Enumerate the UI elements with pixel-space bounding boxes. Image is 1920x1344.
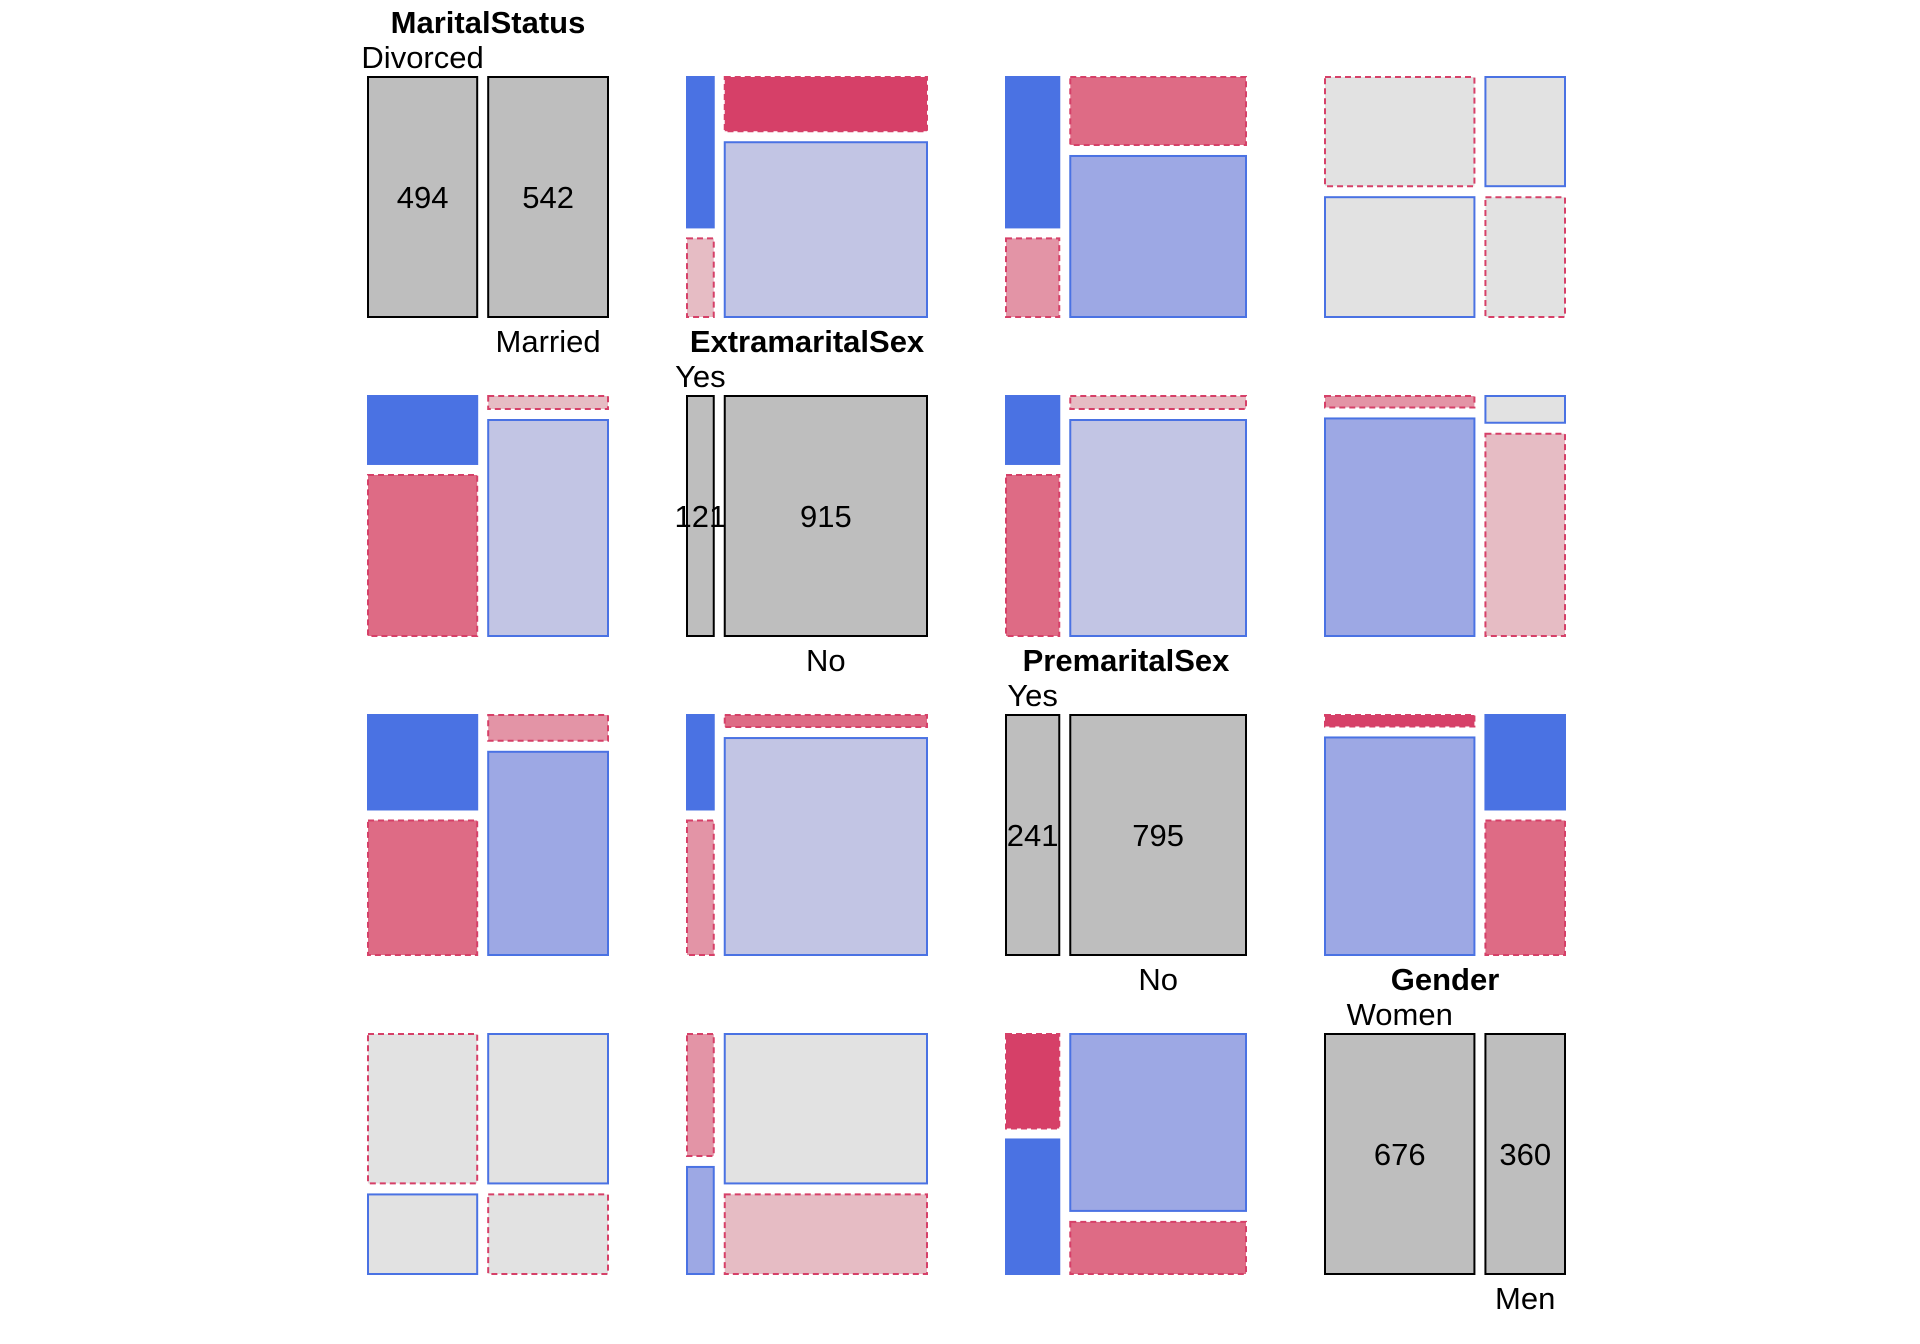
mosaic-tile-r3c1-bottom-1 xyxy=(723,1193,929,1275)
level-label-bottom: No xyxy=(1138,962,1178,997)
count-label: 915 xyxy=(800,499,852,534)
count-label: 676 xyxy=(1374,1137,1426,1172)
mosaic-tile-r0c1-bottom-0 xyxy=(686,237,715,318)
mosaic-tile-r2c3-top-1 xyxy=(1484,714,1566,811)
mosaic-tile-r1c3-bottom-0 xyxy=(1324,417,1476,638)
mosaic-tile-r1c2-bottom-0 xyxy=(1005,473,1061,637)
mosaic-tile-r1c2-top-0 xyxy=(1005,395,1061,465)
count-label: 241 xyxy=(1007,818,1059,853)
mosaic-tile-r2c3-top-0 xyxy=(1324,714,1476,728)
diag-bar-Gender-Women xyxy=(1324,1033,1476,1275)
variable-title: Gender xyxy=(1391,962,1500,997)
mosaic-tile-r1c2-top-1 xyxy=(1069,395,1247,411)
mosaic-tile-r2c0-bottom-1 xyxy=(487,750,609,957)
count-label: 542 xyxy=(522,180,574,215)
mosaic-tile-r2c3-bottom-1 xyxy=(1484,819,1566,956)
mosaic-tile-r3c1-top-0 xyxy=(686,1033,715,1157)
mosaic-tile-r2c0-top-0 xyxy=(367,714,479,811)
mosaic-tile-r3c1-bottom-0 xyxy=(686,1165,715,1275)
mosaic-tile-r2c0-bottom-0 xyxy=(367,819,479,956)
mosaic-tile-r2c1-bottom-1 xyxy=(723,737,929,956)
mosaic-tile-r0c1-top-1 xyxy=(723,76,929,133)
mosaic-tile-r0c1-top-0 xyxy=(686,76,715,229)
level-label-top: Yes xyxy=(1007,678,1058,713)
mosaic-tile-r1c0-bottom-1 xyxy=(487,419,609,637)
mosaic-tile-r3c2-bottom-1 xyxy=(1069,1220,1247,1275)
count-label: 360 xyxy=(1499,1137,1551,1172)
diag-bar-MaritalStatus-Married xyxy=(487,76,609,318)
diag-bar-PremaritalSex-No xyxy=(1069,714,1247,956)
mosaic-tile-r0c1-bottom-1 xyxy=(723,141,929,318)
mosaic-tile-r2c1-bottom-0 xyxy=(686,819,715,956)
mosaic-tile-r3c2-top-0 xyxy=(1005,1033,1061,1130)
mosaic-tile-r0c2-bottom-1 xyxy=(1069,154,1247,318)
level-label-bottom: Married xyxy=(496,324,601,359)
level-label-top: Women xyxy=(1347,997,1453,1032)
diag-bar-ExtramaritalSex-No xyxy=(723,395,929,637)
mosaic-tile-r0c2-top-0 xyxy=(1005,76,1061,229)
mosaic-tile-r3c2-top-1 xyxy=(1069,1033,1247,1212)
mosaic-tile-r0c3-bottom-1 xyxy=(1484,196,1566,318)
mosaic-tile-r3c0-bottom-1 xyxy=(487,1193,609,1275)
mosaic-tile-r1c3-top-1 xyxy=(1484,395,1566,424)
diag-bar-Gender-Men xyxy=(1484,1033,1566,1275)
count-label: 494 xyxy=(397,180,449,215)
mosaic-tile-r2c1-top-0 xyxy=(686,714,715,811)
level-label-bottom: Men xyxy=(1495,1281,1555,1316)
mosaic-tile-r0c3-top-1 xyxy=(1484,76,1566,188)
mosaic-tile-r1c0-bottom-0 xyxy=(367,473,479,637)
mosaic-tile-r0c3-top-0 xyxy=(1324,76,1476,188)
mosaic-tile-r3c0-top-1 xyxy=(487,1033,609,1185)
variable-title: PremaritalSex xyxy=(1023,643,1231,678)
mosaic-tile-r3c2-bottom-0 xyxy=(1005,1138,1061,1276)
count-label: 795 xyxy=(1132,818,1184,853)
diag-bar-PremaritalSex-Yes xyxy=(1005,714,1061,956)
mosaic-tile-r2c1-top-1 xyxy=(723,714,929,729)
mosaic-tile-r1c2-bottom-1 xyxy=(1069,419,1247,637)
level-label-top: Divorced xyxy=(361,40,483,75)
level-label-top: Yes xyxy=(675,359,726,394)
level-label-bottom: No xyxy=(806,643,846,678)
mosaic-tile-r1c3-top-0 xyxy=(1324,395,1476,409)
mosaic-tile-r2c3-bottom-0 xyxy=(1324,736,1476,957)
mosaic-tile-r3c0-top-0 xyxy=(367,1033,479,1185)
variable-title: ExtramaritalSex xyxy=(690,324,925,359)
variable-title: MaritalStatus xyxy=(391,5,586,40)
mosaic-tile-r1c0-top-0 xyxy=(367,395,479,465)
mosaic-tile-r1c3-bottom-1 xyxy=(1484,432,1566,637)
diag-bar-MaritalStatus-Divorced xyxy=(367,76,479,318)
mosaic-tile-r3c1-top-1 xyxy=(723,1033,929,1185)
diag-bar-ExtramaritalSex-Yes xyxy=(686,395,715,637)
mosaic-tile-r0c2-top-1 xyxy=(1069,76,1247,146)
mosaic-tile-r1c0-top-1 xyxy=(487,395,609,411)
mosaic-tile-r0c3-bottom-0 xyxy=(1324,196,1476,318)
mosaic-tile-r3c0-bottom-0 xyxy=(367,1193,479,1275)
count-label: 121 xyxy=(675,499,727,534)
mosaic-tile-r2c0-top-1 xyxy=(487,714,609,742)
mosaic-tile-r0c2-bottom-0 xyxy=(1005,237,1061,318)
